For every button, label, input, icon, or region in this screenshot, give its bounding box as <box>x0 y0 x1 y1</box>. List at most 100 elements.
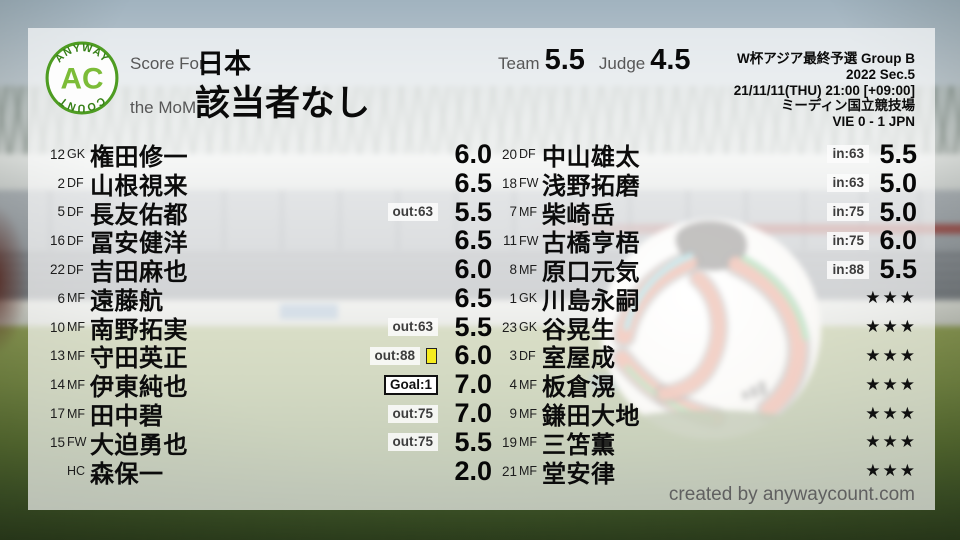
final-result: VIE 0 - 1 JPN <box>832 114 915 130</box>
player-name: 堂安律 <box>542 460 616 488</box>
sub-badge: out:88 <box>369 346 420 365</box>
player-score: 5.0 <box>879 167 917 198</box>
player-name: 森保一 <box>90 460 164 488</box>
player-number: 14 <box>49 377 65 393</box>
logo-arc-bottom-text: COUNT <box>57 94 106 114</box>
player-position: DF <box>519 147 536 162</box>
player-name: 原口元気 <box>542 259 640 287</box>
table-row: 11 FW 古橋亨梧 in:75 6.0 <box>498 225 917 257</box>
player-position: HC <box>67 464 86 479</box>
player-position: MF <box>67 348 86 363</box>
player-name: 守田英正 <box>90 345 188 373</box>
player-position: MF <box>519 435 538 450</box>
no-rating-stars: ★★★ <box>865 345 917 365</box>
logo-monogram: AC <box>61 62 104 95</box>
player-name: 長友佑都 <box>90 201 188 229</box>
player-position: FW <box>67 435 87 450</box>
player-number: 15 <box>49 434 65 450</box>
team-score-label: Team <box>498 54 540 73</box>
table-row: 7 MF 柴崎岳 in:75 5.0 <box>498 196 917 229</box>
player-name: 山根視来 <box>90 172 188 200</box>
table-row: 21 MF 堂安律 ★★★ <box>498 457 917 488</box>
team-score-value: 5.5 <box>544 44 585 76</box>
player-name: 田中碧 <box>90 403 164 431</box>
svg-text:COUNT: COUNT <box>57 94 107 114</box>
player-number: 1 <box>509 290 517 306</box>
player-score: 2.0 <box>454 455 492 486</box>
sub-badge: in:75 <box>827 231 869 250</box>
player-position: DF <box>67 262 84 277</box>
no-rating-stars: ★★★ <box>865 374 917 394</box>
player-name: 伊東純也 <box>90 374 188 402</box>
player-position: DF <box>67 233 84 248</box>
player-name: 三笘薫 <box>542 431 616 459</box>
table-row: 23 GK 谷晃生 ★★★ <box>498 313 917 344</box>
player-score: 5.5 <box>454 196 492 227</box>
table-row: 13 MF 守田英正 out:88 6.0 <box>46 340 492 372</box>
player-score: 5.5 <box>454 311 492 342</box>
table-row: 19 MF 三笘薫 ★★★ <box>498 428 917 459</box>
judge-score-value: 4.5 <box>650 44 691 76</box>
sub-badge: in:63 <box>827 145 869 164</box>
player-score: 5.5 <box>879 254 917 285</box>
player-name: 室屋成 <box>542 345 616 373</box>
season-round: 2022 Sec.5 <box>845 66 915 82</box>
player-position: DF <box>67 204 84 219</box>
table-row: 17 MF 田中碧 out:75 7.0 <box>46 398 492 431</box>
sub-badge: out:63 <box>387 202 438 221</box>
player-name: 大迫勇也 <box>90 431 188 459</box>
player-position: MF <box>519 262 538 277</box>
player-number: 21 <box>501 463 517 479</box>
foreground-red-blur <box>0 205 28 355</box>
team-judge-scores: Team 5.5 Judge 4.5 <box>498 44 705 77</box>
table-row: 6 MF 遠藤航 6.5 <box>46 283 492 315</box>
table-row: 5 DF 長友佑都 out:63 5.5 <box>46 196 492 229</box>
player-score: 5.0 <box>879 196 917 227</box>
player-number: 2 <box>57 175 65 191</box>
player-name: 中山雄太 <box>542 143 640 171</box>
team-name: 日本 <box>197 49 251 79</box>
player-name: 権田修一 <box>90 143 188 171</box>
mom-label: the MoM <box>130 98 197 117</box>
player-position: MF <box>67 320 86 335</box>
credit-text: created by anywaycount.com <box>668 484 915 505</box>
player-number: 12 <box>49 146 65 162</box>
player-number: 16 <box>49 233 65 249</box>
player-position: DF <box>519 348 536 363</box>
table-row: HC 森保一 2.0 <box>46 455 492 488</box>
table-row: 16 DF 冨安健洋 6.5 <box>46 225 492 258</box>
venue: ミーディン国立競技場 <box>780 98 915 114</box>
player-position: MF <box>519 204 538 219</box>
table-row: 4 MF 板倉滉 ★★★ <box>498 370 917 401</box>
player-position: FW <box>519 233 539 248</box>
player-name: 浅野拓磨 <box>542 172 640 200</box>
table-row: 1 GK 川島永嗣 ★★★ <box>498 284 917 315</box>
player-number: 22 <box>49 262 65 278</box>
player-number: 5 <box>57 204 65 220</box>
player-score: 6.5 <box>454 167 492 198</box>
player-number: 17 <box>49 406 65 422</box>
player-score: 5.5 <box>879 138 917 169</box>
player-number: 23 <box>501 319 517 335</box>
player-name: 谷晃生 <box>542 316 616 344</box>
player-position: MF <box>519 406 538 421</box>
player-position: MF <box>519 464 538 479</box>
sub-badge: out:63 <box>387 318 438 337</box>
goal-badge: Goal:1 <box>383 374 438 395</box>
player-position: MF <box>67 406 86 421</box>
table-row: 15 FW 大迫勇也 out:75 5.5 <box>46 427 492 459</box>
table-row: 3 DF 室屋成 ★★★ <box>498 342 917 372</box>
table-row: 8 MF 原口元気 in:88 5.5 <box>498 254 917 287</box>
player-position: GK <box>519 291 538 306</box>
player-name: 冨安健洋 <box>90 230 188 258</box>
player-position: DF <box>67 176 84 191</box>
subs-reserves-table: 20 DF 中山雄太 in:63 5.5 18 FW 浅野拓磨 in:63 5.0 7 MF 柴崎岳 in… <box>498 138 917 488</box>
player-position: MF <box>67 291 86 306</box>
player-score: 6.0 <box>454 138 492 169</box>
player-name: 川島永嗣 <box>542 287 640 315</box>
sub-badge: out:75 <box>387 404 438 423</box>
no-rating-stars: ★★★ <box>865 432 917 452</box>
sub-badge: in:88 <box>827 260 869 279</box>
table-row: 14 MF 伊東純也 Goal:1 7.0 <box>46 369 492 402</box>
